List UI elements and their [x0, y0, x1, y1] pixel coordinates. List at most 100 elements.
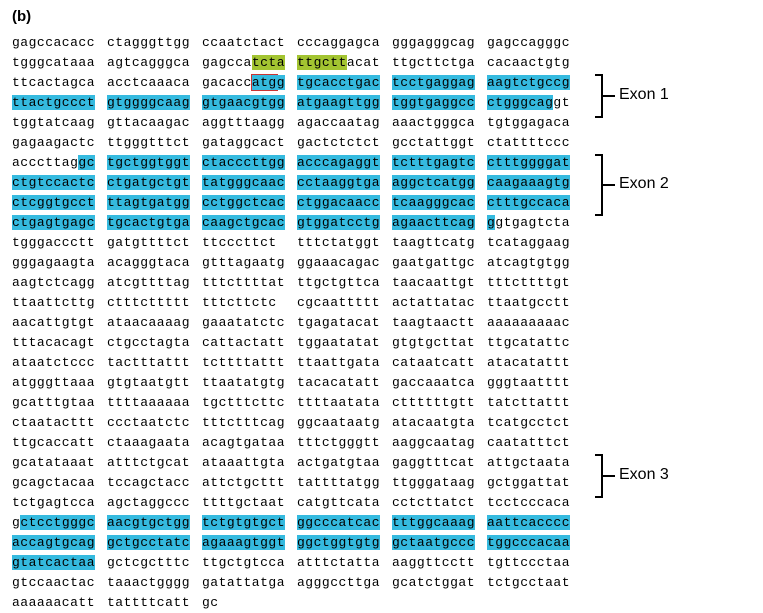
- sequence-block: gctcctgggc: [12, 513, 107, 533]
- sequence-block: gtccaactac: [12, 573, 107, 593]
- sequence-row: ttaattcttgctttcttttttttcttctccgcaattttta…: [12, 293, 751, 313]
- sequence-row: gagaagactcttgggtttctgataggcactgactctctct…: [12, 133, 751, 153]
- sequence-block: tctgtgtgct: [202, 513, 297, 533]
- sequence-block: gtggatcctg: [297, 213, 392, 233]
- sequence-block: gctcgctttc: [107, 553, 202, 573]
- sequence-block: gcatttgtaa: [12, 393, 107, 413]
- sequence-block: cctcttatct: [392, 493, 487, 513]
- sequence-block: ataacaaaag: [107, 313, 202, 333]
- sequence-block: ggctggtgtg: [297, 533, 392, 553]
- sequence-block: tctgagtcca: [12, 493, 107, 513]
- sequence-block: aggctcatgg: [392, 173, 487, 193]
- sequence-block: ttaatgcctt: [487, 293, 582, 313]
- sequence-row: tgggcataaaagtcagggcagagccatctattgcttacat…: [12, 53, 751, 73]
- sequence-block: tctgcctaat: [487, 573, 582, 593]
- sequence-row: gtccaactactaaactgggggatattatgaagggccttga…: [12, 573, 751, 593]
- sequence-block: gtgtgcttat: [392, 333, 487, 353]
- sequence-block: caagctgcac: [202, 213, 297, 233]
- sequence-block: gcatataaat: [12, 453, 107, 473]
- sequence-block: tgggcataaa: [12, 53, 107, 73]
- sequence-block: ttgcttctga: [392, 53, 487, 73]
- sequence-block: tattttatgg: [297, 473, 392, 493]
- sequence-block: ctggacaacc: [297, 193, 392, 213]
- panel-label: (b): [12, 8, 751, 25]
- sequence-block: ctttcttttt: [107, 293, 202, 313]
- sequence-block: taagtaactt: [392, 313, 487, 333]
- sequence-block: atcgttttag: [107, 273, 202, 293]
- sequence-row: tggtatcaaggttacaagacaggtttaaggagaccaatag…: [12, 113, 751, 133]
- sequence-block: aattcacccc: [487, 513, 582, 533]
- sequence-block: acccagaggt: [297, 153, 392, 173]
- sequence-block: acccttaggc: [12, 153, 107, 173]
- sequence-block: tatgggcaac: [202, 173, 297, 193]
- sequence-block: ggcaataatg: [297, 413, 392, 433]
- sequence-block: actgatgtaa: [297, 453, 392, 473]
- sequence-block: ttgctgttca: [297, 273, 392, 293]
- sequence-block: tactttattt: [107, 353, 202, 373]
- sequence-block: ctcggtgcct: [12, 193, 107, 213]
- sequence-block: ggcccatcac: [297, 513, 392, 533]
- sequence-block: agggccttga: [297, 573, 392, 593]
- sequence-block: cataatcatt: [392, 353, 487, 373]
- sequence-block: atcagtgtgg: [487, 253, 582, 273]
- sequence-block: ccaatctact: [202, 33, 297, 53]
- sequence-block: tcatgcctct: [487, 413, 582, 433]
- sequence-block: tctttgagtc: [392, 153, 487, 173]
- sequence-row: gcatttgtaattttaaaaaatgctttcttcttttaatata…: [12, 393, 751, 413]
- sequence-block: cttttttgtt: [392, 393, 487, 413]
- sequence-block: gagaagactc: [12, 133, 107, 153]
- sequence-block: tttctgggtt: [297, 433, 392, 453]
- sequence-block: ttgcttacat: [297, 53, 392, 73]
- sequence-block: atttctgcat: [107, 453, 202, 473]
- sequence-block: tgtggagaca: [487, 113, 582, 133]
- sequence-block: tggcccacaa: [487, 533, 582, 553]
- sequence-block: gatattatga: [202, 573, 297, 593]
- sequence-block: gcctattggt: [392, 133, 487, 153]
- sequence-block: ctaatacttt: [12, 413, 107, 433]
- sequence-block: tcaagggcac: [392, 193, 487, 213]
- sequence-block: tccagctacc: [107, 473, 202, 493]
- sequence-block: ttttaaaaaa: [107, 393, 202, 413]
- sequence-row: ctgtccactcctgatgctgttatgggcaaccctaaggtga…: [12, 173, 751, 193]
- sequence-block: agaaagtggt: [202, 533, 297, 553]
- sequence-block: tcataggaag: [487, 233, 582, 253]
- sequence-block: acctcaaaca: [107, 73, 202, 93]
- sequence-block: agaacttcag: [392, 213, 487, 233]
- sequence-block: tttcttttgt: [487, 273, 582, 293]
- sequence-block: gggtaatttt: [487, 373, 582, 393]
- sequence-block: tgagatacat: [297, 313, 392, 333]
- sequence-block: tttcttctc: [202, 293, 297, 313]
- sequence-block: ttgggtttct: [107, 133, 202, 153]
- sequence-block: gaatgattgc: [392, 253, 487, 273]
- sequence-block: atttctatta: [297, 553, 392, 573]
- sequence-block: tgcactgtga: [107, 213, 202, 233]
- sequence-block: ataaattgta: [202, 453, 297, 473]
- sequence-row: ttcactagcaacctcaaacagacaccatggtgcacctgac…: [12, 73, 751, 93]
- sequence-block: gctaatgccc: [392, 533, 487, 553]
- sequence-block: cctaaggtga: [297, 173, 392, 193]
- sequence-row: ataatctccctactttattttcttttatttttaattgata…: [12, 353, 751, 373]
- sequence-row: gggagaagtaacagggtacagtttagaatgggaaacagac…: [12, 253, 751, 273]
- sequence-block: gcatctggat: [392, 573, 487, 593]
- sequence-row: ctaatactttccctaatctctttctttcagggcaataatg…: [12, 413, 751, 433]
- sequence-block: ctgtccactc: [12, 173, 107, 193]
- sequence-area: gagccacaccctagggttggccaatctactcccaggagca…: [12, 33, 751, 613]
- sequence-block: gc: [202, 593, 297, 613]
- sequence-block: ctgcctagta: [107, 333, 202, 353]
- sequence-block: tattttcatt: [107, 593, 202, 613]
- sequence-row: tctgagtccaagctaggcccttttgctaatcatgttcata…: [12, 493, 751, 513]
- sequence-row: ctcggtgcctttagtgatggcctggctcacctggacaacc…: [12, 193, 751, 213]
- sequence-block: gggagggcag: [392, 33, 487, 53]
- sequence-block: gggagaagta: [12, 253, 107, 273]
- sequence-block: ttgcaccatt: [12, 433, 107, 453]
- sequence-row: ttgcaccattctaaagaataacagtgataatttctgggtt…: [12, 433, 751, 453]
- sequence-block: ttttaatata: [297, 393, 392, 413]
- sequence-block: cattactatt: [202, 333, 297, 353]
- sequence-block: taacaattgt: [392, 273, 487, 293]
- sequence-block: tttctatggt: [297, 233, 392, 253]
- sequence-block: gacaccatgg: [202, 73, 297, 93]
- sequence-block: gctggattat: [487, 473, 582, 493]
- sequence-block: agaccaatag: [297, 113, 392, 133]
- sequence-block: aagtctcagg: [12, 273, 107, 293]
- sequence-block: tcctcccaca: [487, 493, 582, 513]
